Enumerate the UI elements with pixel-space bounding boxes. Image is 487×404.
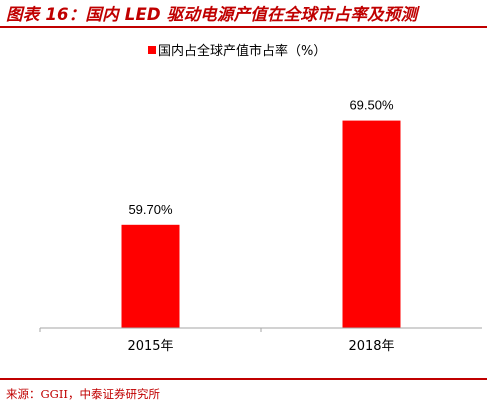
legend-label: 国内占全球产值市占率（%） (158, 43, 326, 59)
bars-group: 59.70% 69.50% (121, 98, 401, 328)
data-label-2018年: 69.50% (349, 98, 394, 113)
figure-title: 图表 16：国内 LED 驱动电源产值在全球市占率及预测 (6, 5, 418, 24)
data-label-2015年: 59.70% (128, 202, 173, 217)
source-note: 来源：GGII，中泰证券研究所 (6, 387, 160, 401)
chart-legend: 国内占全球产值市占率（%） (148, 43, 326, 59)
x-axis-ticks: 2015年 2018年 (39, 328, 395, 354)
x-tick-label-2018年: 2018年 (348, 339, 394, 354)
legend-swatch (148, 46, 156, 54)
source-divider (0, 378, 487, 380)
title-divider (0, 26, 487, 28)
bar-2018年 (342, 120, 401, 328)
x-tick-label-2015年: 2015年 (127, 339, 173, 354)
bar-2015年 (121, 224, 180, 328)
